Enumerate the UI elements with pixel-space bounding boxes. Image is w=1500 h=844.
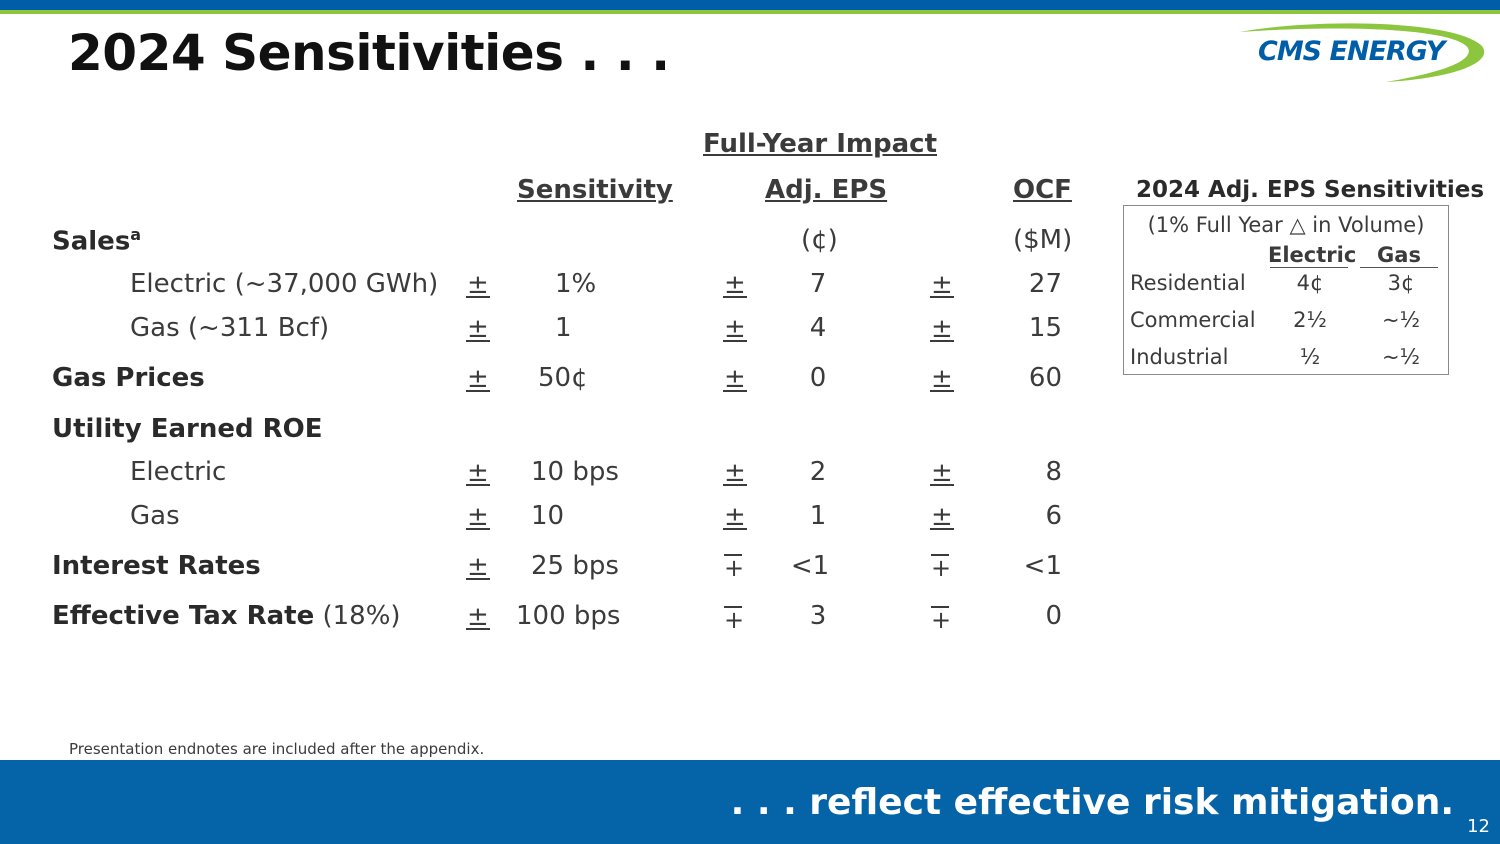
row-label-gas-prices: Gas Prices: [52, 363, 205, 393]
plus-minus-sign: ±: [930, 458, 954, 488]
eps-value: 7: [809, 269, 827, 299]
plus-minus-sign: ±: [466, 502, 490, 532]
ocf-value: 15: [1028, 313, 1062, 343]
sales-label-text: Sales: [52, 226, 131, 257]
plus-minus-sign: ±: [930, 270, 954, 300]
eps-box-title: 2024 Adj. EPS Sensitivities: [1136, 177, 1485, 203]
plus-minus-sign: ±: [466, 458, 490, 488]
sensitivity-value: 100 bps: [516, 601, 621, 631]
eps-unit: (¢): [801, 225, 838, 255]
tax-rate-label: Effective Tax Rate: [52, 601, 315, 631]
ocf-value: <1: [1023, 551, 1062, 581]
plus-minus-sign: ±: [466, 314, 490, 344]
eps-box-row-label: Industrial: [1130, 345, 1229, 369]
plus-minus-sign: ±: [930, 502, 954, 532]
sensitivity-value: 25 bps: [531, 551, 619, 581]
eps-box-electric-header: Electric: [1268, 243, 1357, 267]
sensitivity-value: 10 bps: [531, 457, 619, 487]
tagline: . . . reflect effective risk mitigation.: [730, 782, 1454, 823]
eps-value: 0: [809, 363, 827, 393]
ocf-value: 8: [1045, 457, 1062, 487]
row-label-utility-earned-roe: Utility Earned ROE: [52, 414, 323, 444]
eps-box-gas-value: 3¢: [1387, 271, 1415, 295]
top-accent-stripe: [0, 10, 1500, 14]
eps-box-row-label: Commercial: [1130, 308, 1256, 332]
bottom-banner: . . . reflect effective risk mitigation.…: [0, 760, 1500, 844]
row-label-gas-sales: Gas (~311 Bcf): [130, 313, 330, 343]
minus-plus-sign: +: [931, 606, 952, 634]
page-number: 12: [1467, 816, 1490, 837]
logo-text: CMS ENERGY: [1258, 36, 1445, 67]
top-accent-bar: [0, 0, 1500, 10]
row-label-gas-roe: Gas: [130, 501, 180, 531]
cms-energy-logo: CMS ENERGY: [1236, 20, 1486, 86]
slide-title: 2024 Sensitivities . . .: [68, 24, 670, 82]
tax-rate-suffix: (18%): [314, 601, 401, 631]
plus-minus-sign: ±: [930, 364, 954, 394]
plus-minus-sign: ±: [723, 364, 747, 394]
eps-box-electric-value: 4¢: [1296, 271, 1324, 295]
eps-value: 1: [809, 501, 827, 531]
ocf-value: 60: [1028, 363, 1062, 393]
plus-minus-sign: ±: [723, 502, 747, 532]
minus-plus-sign: +: [931, 554, 952, 582]
row-label-electric-roe: Electric: [130, 457, 227, 487]
eps-box-gas-value: ~½: [1382, 308, 1420, 332]
ocf-unit: ($M): [1013, 225, 1073, 255]
eps-sensitivities-box: [1123, 205, 1449, 375]
logo-swoosh-icon: [1240, 23, 1485, 82]
ocf-value: 6: [1045, 501, 1062, 531]
minus-plus-sign: +: [724, 554, 745, 582]
plus-minus-sign: ±: [723, 314, 747, 344]
eps-box-gas-value: ~½: [1382, 345, 1420, 369]
plus-minus-sign: ±: [723, 458, 747, 488]
plus-minus-sign: ±: [466, 364, 490, 394]
ocf-value: 0: [1045, 601, 1062, 631]
plus-minus-sign: ±: [723, 270, 747, 300]
sensitivity-value: 50¢: [538, 363, 588, 393]
sensitivity-value: 10: [531, 501, 565, 531]
sales-label: Salesa: [52, 225, 141, 257]
eps-value: 3: [809, 601, 827, 631]
eps-box-electric-value: ½: [1299, 345, 1321, 369]
adj-eps-column-header: Adj. EPS: [765, 175, 888, 205]
row-label-electric-sales: Electric (~37,000 GWh): [130, 269, 439, 299]
eps-box-gas-header: Gas: [1377, 243, 1421, 267]
eps-value: 2: [809, 457, 827, 487]
sensitivity-column-header: Sensitivity: [517, 175, 673, 205]
full-year-impact-header: Full-Year Impact: [703, 129, 938, 159]
ocf-column-header: OCF: [1013, 175, 1072, 205]
eps-box-electric-underline: [1270, 267, 1348, 268]
plus-minus-sign: ±: [466, 602, 490, 632]
eps-value: 4: [809, 313, 827, 343]
footnote: Presentation endnotes are included after…: [69, 740, 485, 758]
plus-minus-sign: ±: [466, 270, 490, 300]
sensitivity-value: 1%: [555, 269, 597, 299]
plus-minus-sign: ±: [930, 314, 954, 344]
eps-box-row-label: Residential: [1130, 271, 1246, 295]
eps-box-gas-underline: [1360, 267, 1438, 268]
sensitivity-value: 1: [555, 313, 572, 343]
sales-superscript: a: [130, 225, 142, 244]
eps-box-electric-value: 2½: [1293, 308, 1327, 332]
eps-value: <1: [790, 551, 830, 581]
row-label-interest-rates: Interest Rates: [52, 551, 261, 581]
plus-minus-sign: ±: [466, 552, 490, 582]
ocf-value: 27: [1028, 269, 1062, 299]
minus-plus-sign: +: [724, 606, 745, 634]
eps-box-subtitle: (1% Full Year △ in Volume): [1147, 213, 1425, 237]
row-label-effective-tax-rate: Effective Tax Rate (18%): [52, 601, 401, 631]
